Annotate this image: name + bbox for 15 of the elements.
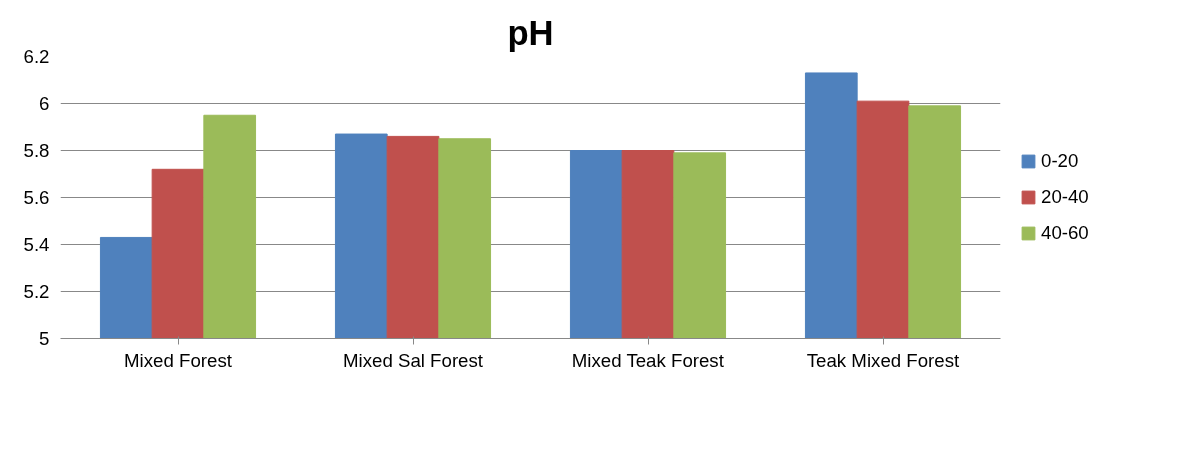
legend-label: 0-20 [1041,150,1079,172]
y-tick-label: 5.8 [23,140,50,161]
y-tick-label: 6 [39,93,50,114]
chart-title: pH [507,13,554,52]
y-tick-label: 5.6 [23,187,50,208]
y-tick-label: 5 [39,328,50,349]
y-tick-label: 6.2 [23,46,50,67]
x-tick-label: Teak Mixed Forest [806,349,961,371]
y-tick-label: 5.2 [23,281,50,302]
x-tick-label: Mixed Teak Forest [571,349,725,371]
x-tick-label: Mixed Sal Forest [343,349,484,371]
legend-label: 20-40 [1041,186,1089,208]
x-tick-label: Mixed Forest [124,349,233,371]
y-tick-label: 5.4 [23,234,50,255]
legend-label: 40-60 [1041,222,1089,244]
